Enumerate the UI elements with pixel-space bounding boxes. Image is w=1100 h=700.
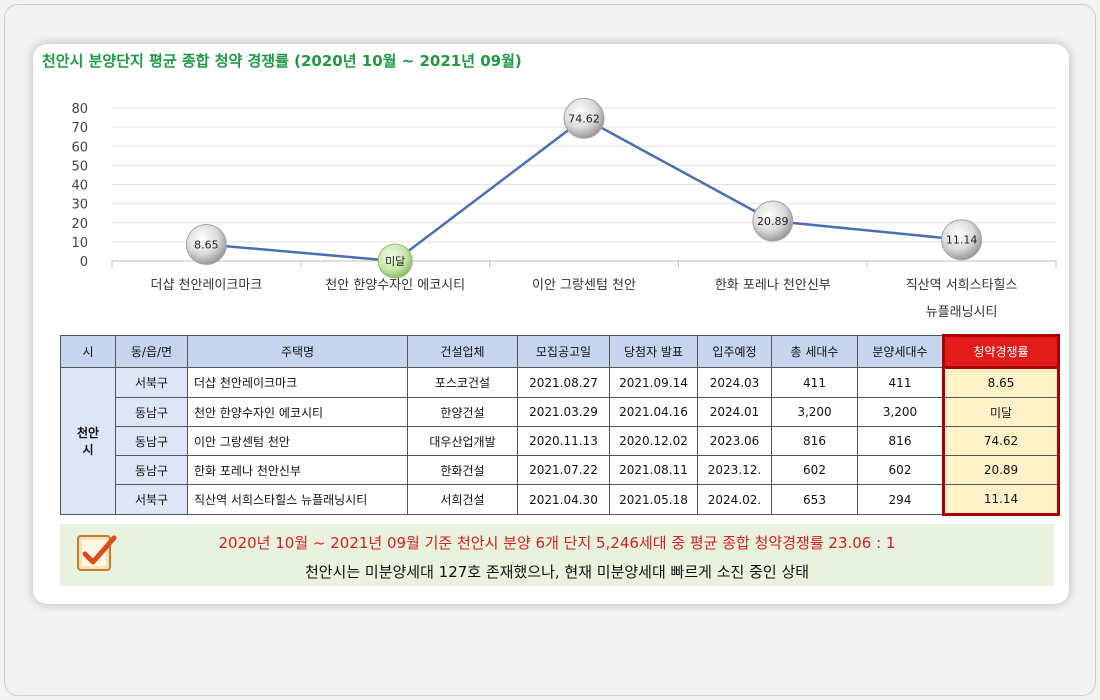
table-cell: 2021.08.11	[609, 455, 698, 485]
table-cell: 2024.01	[697, 397, 772, 427]
header-district: 동/읍/면	[115, 335, 188, 368]
complex-table: 시 동/읍/면 주택명 건설업체 모집공고일 당첨자 발표 입주예정 총 세대수…	[60, 334, 1060, 516]
city-cell: 천안 시	[60, 367, 116, 515]
table-cell: 294	[857, 484, 944, 515]
header-announce: 모집공고일	[517, 335, 610, 368]
table-cell: 3,200	[771, 397, 858, 427]
summary-box: 2020년 10월 ~ 2021년 09월 기준 천안시 분양 6개 단지 5,…	[60, 524, 1054, 586]
table-cell: 2021.08.27	[517, 367, 610, 398]
data-point-marker	[563, 97, 605, 139]
data-point-marker	[185, 223, 227, 265]
header-builder: 건설업체	[407, 335, 518, 368]
table-cell: 2020.11.13	[517, 426, 610, 456]
data-point-label: 11.14	[946, 234, 978, 247]
table-row: 동남구 이안 그랑센텀 천안 대우산업개발 2020.11.13 2020.12.02 2…	[61, 426, 1060, 456]
data-point-label: 미달	[385, 255, 405, 268]
complex-name-cell: 천안 한양수자인 에코시티	[187, 397, 408, 427]
complex-name-cell: 더샵 천안레이크마크	[187, 367, 408, 398]
table-cell: 602	[857, 455, 944, 485]
header-movein: 입주예정	[697, 335, 772, 368]
table-cell: 411	[857, 367, 944, 398]
chart-series-line	[206, 116, 962, 263]
table-cell: 2021.05.18	[609, 484, 698, 515]
data-point-marker	[377, 243, 413, 279]
x-category-label: 한화 포레나 천안신부	[715, 278, 831, 293]
y-tick-label: 80	[71, 102, 88, 117]
table-cell: 한양건설	[407, 397, 518, 427]
check-icon	[77, 535, 117, 571]
page-title: 천안시 분양단지 평균 종합 청약 경쟁률 (2020년 10월 ~ 2021년…	[42, 52, 522, 70]
y-tick-label: 20	[71, 217, 88, 232]
x-category-label: 더샵 천안레이크마크	[151, 278, 263, 293]
table-cell: 포스코건설	[407, 367, 518, 398]
chart-points: 8.65 미달 74.62 20.89 11.14	[185, 97, 983, 279]
district-cell: 동남구	[115, 455, 188, 485]
header-complex: 주택명	[187, 335, 408, 368]
district-cell: 동남구	[115, 426, 188, 456]
header-city: 시	[60, 335, 116, 368]
x-category-label: 직산역 서희스타힐스	[906, 278, 1018, 293]
table-cell: 2024.03	[697, 367, 772, 398]
competition-rate-cell: 74.62	[942, 426, 1060, 456]
table-cell: 816	[857, 426, 944, 456]
data-point-label: 20.89	[757, 215, 789, 228]
summary-line-2: 천안시는 미분양세대 127호 존재했으나, 현재 미분양세대 빠르게 소진 중…	[304, 563, 810, 581]
header-competition: 청약경쟁률	[942, 334, 1060, 369]
table-row: 천안 시 서북구 더샵 천안레이크마크 포스코건설 2021.08.27 2021.09.…	[60, 367, 1060, 515]
line-chart: 0 10 20 30 40 50 60 70 80 더샵 천안레이크마크 천안 한양수자인 에코시…	[71, 97, 1057, 320]
complex-name-cell: 한화 포레나 천안신부	[187, 455, 408, 485]
table-cell: 602	[771, 455, 858, 485]
table-cell: 서희건설	[407, 484, 518, 515]
table-cell: 2021.03.29	[517, 397, 610, 427]
chart-categories: 더샵 천안레이크마크 천안 한양수자인 에코시티 이안 그랑센텀 천안 한화 포레나 …	[111, 261, 1057, 320]
district-cell: 서북구	[115, 367, 188, 398]
table-cell: 2021.07.22	[517, 455, 610, 485]
y-tick-label: 10	[71, 236, 88, 251]
district-cell: 동남구	[115, 397, 188, 427]
table-cell: 2021.04.16	[609, 397, 698, 427]
summary-line-1: 2020년 10월 ~ 2021년 09월 기준 천안시 분양 6개 단지 5,…	[218, 534, 896, 552]
table-cell: 816	[771, 426, 858, 456]
competition-rate-cell: 20.89	[942, 455, 1060, 485]
table-row: 동남구 한화 포레나 천안신부 한화건설 2021.07.22 2021.08.11 20…	[61, 455, 1060, 485]
header-winner: 당첨자 발표	[609, 335, 698, 368]
table-cell: 411	[771, 367, 858, 398]
table-cell: 2024.02.	[697, 484, 772, 515]
complex-name-cell: 이안 그랑센텀 천안	[187, 426, 408, 456]
table-cell: 653	[771, 484, 858, 515]
table-cell: 2020.12.02	[609, 426, 698, 456]
competition-rate-cell: 8.65	[942, 367, 1060, 398]
table-header-row: 시 동/읍/면 주택명 건설업체 모집공고일 당첨자 발표 입주예정 총 세대수…	[60, 334, 1060, 369]
x-category-label: 뉴플래닝시티	[926, 305, 998, 320]
competition-rate-cell: 11.14	[942, 484, 1060, 516]
table-cell: 3,200	[857, 397, 944, 427]
table-cell: 2023.06	[697, 426, 772, 456]
y-tick-label: 30	[71, 198, 88, 213]
complex-name-cell: 직산역 서희스타힐스 뉴플래닝시티	[187, 484, 408, 515]
table-cell: 대우산업개발	[407, 426, 518, 456]
table-row: 서북구 직산역 서희스타힐스 뉴플래닝시티 서희건설 2021.04.30 2021.0…	[61, 484, 1060, 516]
y-tick-label: 50	[71, 159, 88, 174]
x-category-label: 천안 한양수자인 에코시티	[325, 278, 465, 293]
data-point-marker	[752, 200, 794, 242]
table-cell: 2023.12.	[697, 455, 772, 485]
table-row: 동남구 천안 한양수자인 에코시티 한양건설 2021.03.29 2021.04.16…	[61, 397, 1060, 427]
y-tick-label: 60	[71, 140, 88, 155]
chart-y-ticks: 0 10 20 30 40 50 60 70 80	[71, 102, 88, 270]
competition-rate-cell: 미달	[942, 397, 1060, 427]
header-total: 총 세대수	[771, 335, 858, 368]
district-cell: 서북구	[115, 484, 188, 515]
header-units: 분양세대수	[857, 335, 944, 368]
table-cell: 2021.09.14	[609, 367, 698, 398]
data-point-label: 74.62	[568, 112, 600, 125]
data-point-marker	[941, 219, 983, 261]
table-cell: 한화건설	[407, 455, 518, 485]
y-tick-label: 40	[71, 179, 88, 194]
x-category-label: 이안 그랑센텀 천안	[532, 278, 636, 293]
table-cell: 2021.04.30	[517, 484, 610, 515]
data-point-label: 8.65	[194, 238, 219, 251]
y-tick-label: 70	[71, 121, 88, 136]
y-tick-label: 0	[80, 255, 88, 270]
